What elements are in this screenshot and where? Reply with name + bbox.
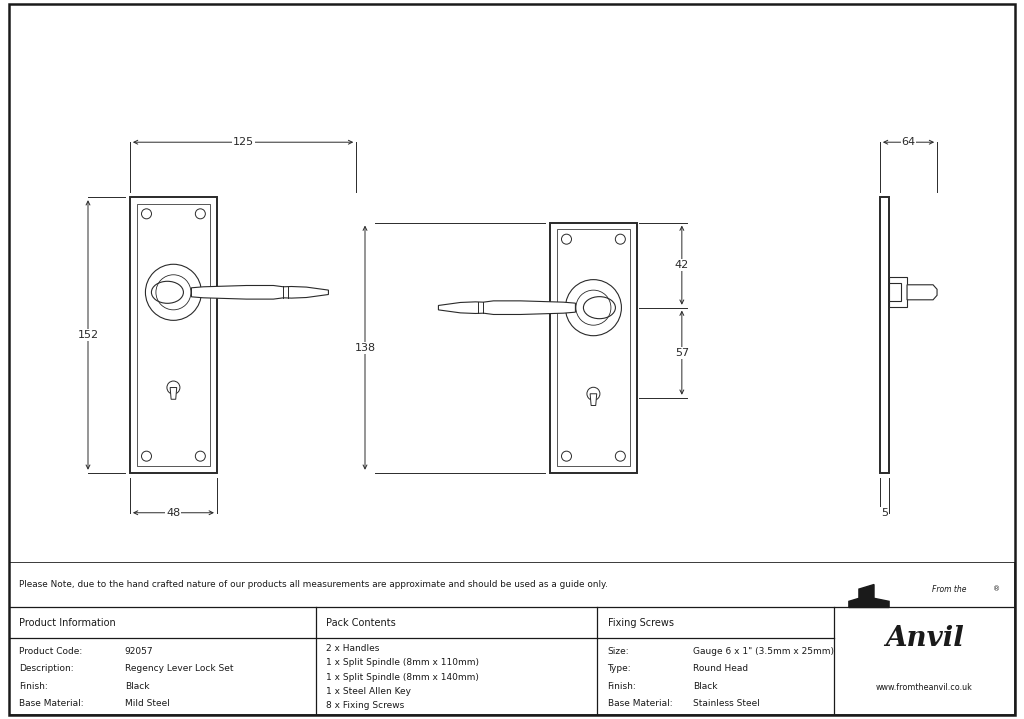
Text: 138: 138 <box>354 343 376 353</box>
Text: Mild Steel: Mild Steel <box>125 699 170 708</box>
Text: Regency Lever Lock Set: Regency Lever Lock Set <box>125 664 233 673</box>
Text: Pack Contents: Pack Contents <box>326 618 395 628</box>
Text: 2 x Handles: 2 x Handles <box>326 644 379 654</box>
Bar <box>557 229 630 466</box>
Text: Gauge 6 x 1" (3.5mm x 25mm): Gauge 6 x 1" (3.5mm x 25mm) <box>693 646 834 656</box>
Text: 1 x Split Spindle (8mm x 140mm): 1 x Split Spindle (8mm x 140mm) <box>326 672 479 682</box>
Text: Type:: Type: <box>607 664 631 673</box>
Bar <box>130 197 217 472</box>
Text: www.fromtheanvil.co.uk: www.fromtheanvil.co.uk <box>876 682 973 692</box>
Text: 1 x Split Spindle (8mm x 110mm): 1 x Split Spindle (8mm x 110mm) <box>326 659 479 667</box>
Text: 64: 64 <box>901 137 915 147</box>
Text: Stainless Steel: Stainless Steel <box>693 699 760 708</box>
Text: Finish:: Finish: <box>19 682 48 691</box>
Text: Description:: Description: <box>19 664 74 673</box>
Text: Fixing Screws: Fixing Screws <box>607 618 674 628</box>
Text: Round Head: Round Head <box>693 664 749 673</box>
Text: 48: 48 <box>166 508 180 518</box>
Text: Base Material:: Base Material: <box>607 699 672 708</box>
Text: 8 x Fixing Screws: 8 x Fixing Screws <box>326 701 404 710</box>
Polygon shape <box>590 394 597 406</box>
Bar <box>889 278 907 307</box>
Text: 1 x Steel Allen Key: 1 x Steel Allen Key <box>326 687 411 696</box>
Bar <box>880 197 889 472</box>
Text: 57: 57 <box>675 348 689 357</box>
Text: ®: ® <box>992 586 999 592</box>
Polygon shape <box>191 285 329 299</box>
Text: Product Information: Product Information <box>19 618 116 628</box>
Text: 92057: 92057 <box>125 646 154 656</box>
Text: 5: 5 <box>881 508 888 518</box>
Bar <box>137 204 210 466</box>
Polygon shape <box>170 388 177 399</box>
Polygon shape <box>849 585 889 608</box>
Text: Anvil: Anvil <box>885 625 964 651</box>
Text: From the: From the <box>932 585 967 594</box>
Text: Size:: Size: <box>607 646 629 656</box>
Text: Base Material:: Base Material: <box>19 699 84 708</box>
Text: Finish:: Finish: <box>607 682 636 691</box>
Text: Black: Black <box>125 682 150 691</box>
Polygon shape <box>907 285 937 300</box>
Text: 152: 152 <box>78 330 98 340</box>
Text: 125: 125 <box>232 137 254 147</box>
Bar <box>550 223 637 472</box>
Text: Product Code:: Product Code: <box>19 646 83 656</box>
Text: Black: Black <box>693 682 718 691</box>
Text: Please Note, due to the hand crafted nature of our products all measurements are: Please Note, due to the hand crafted nat… <box>19 580 608 589</box>
Text: 42: 42 <box>675 260 689 270</box>
Polygon shape <box>438 301 575 314</box>
Bar <box>889 283 901 301</box>
